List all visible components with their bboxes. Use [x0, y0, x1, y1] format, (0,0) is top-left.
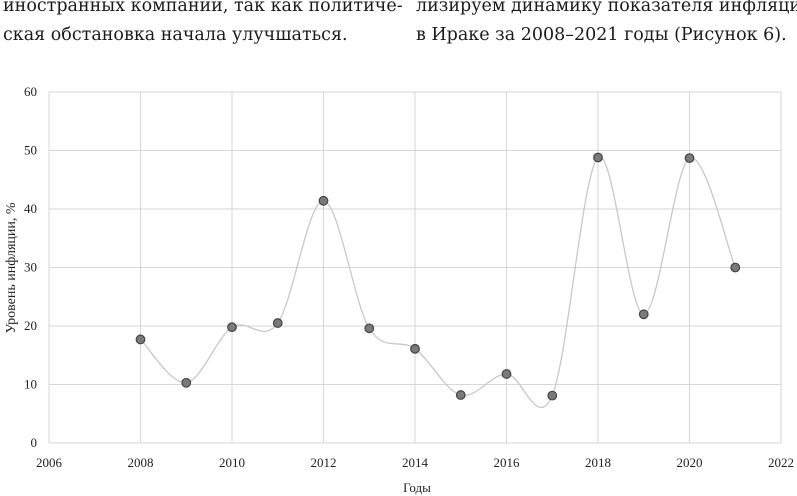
data-point: [364, 323, 375, 334]
data-point: [227, 322, 237, 333]
y-tick-label: 0: [31, 435, 38, 450]
x-tick-label: 2006: [36, 455, 63, 470]
y-tick-label: 40: [24, 201, 37, 216]
x-tick-label: 2016: [494, 455, 521, 470]
data-point: [181, 377, 192, 388]
data-point: [638, 309, 649, 320]
data-point: [684, 153, 695, 164]
x-tick-label: 2022: [768, 455, 794, 470]
x-tick-label: 2014: [402, 455, 429, 470]
data-point: [547, 390, 558, 401]
data-point: [272, 318, 283, 328]
data-points: [135, 152, 741, 401]
x-tick-label: 2012: [311, 455, 337, 470]
chart-grid: [48, 91, 782, 444]
paragraph-left: иностранных компаний, так как политиче- …: [3, 0, 403, 50]
y-axis-label: Уровень инфляции, %: [4, 202, 19, 333]
data-point: [455, 390, 466, 400]
x-tick-label: 2018: [585, 455, 611, 470]
text-line: ская обстановка начала улучшаться.: [3, 25, 348, 45]
series-line: [140, 156, 736, 408]
y-tick-label: 10: [24, 377, 37, 392]
paragraph-right: лизируем динамику показателя инфляции в …: [416, 0, 797, 50]
x-tick-label: 2008: [128, 455, 154, 470]
text-line: иностранных компаний, так как политиче-: [3, 0, 403, 16]
data-point: [410, 343, 420, 354]
y-tick-label: 30: [24, 260, 37, 275]
text-line: лизируем динамику показателя инфляции: [416, 0, 797, 16]
data-point: [593, 152, 603, 163]
y-tick-label: 60: [24, 84, 37, 99]
x-tick-label: 2010: [219, 455, 245, 470]
axis-ticks: 0 10 20 30 40 50 60 2006 2008 2010 2012 2014 2016 201…: [24, 84, 794, 470]
text-line: в Ираке за 2008–2021 годы (Рисунок 6).: [416, 25, 787, 45]
y-tick-label: 20: [24, 318, 37, 333]
data-point: [135, 334, 146, 345]
x-axis-label: Годы: [403, 480, 431, 495]
data-point: [730, 262, 741, 273]
x-tick-label: 2020: [677, 455, 703, 470]
data-point: [501, 369, 512, 379]
y-tick-label: 50: [24, 143, 37, 158]
data-point: [318, 195, 329, 206]
